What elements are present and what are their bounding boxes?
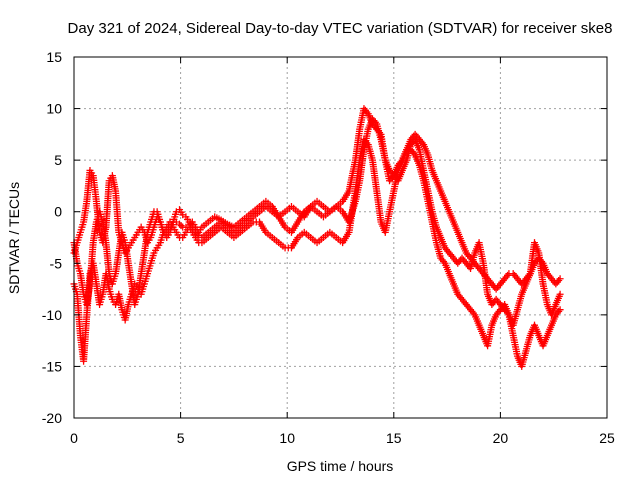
axis-ticks bbox=[73, 56, 608, 419]
y-axis-title: SDTVAR / TECUs bbox=[6, 182, 22, 294]
y-tick-label: -15 bbox=[42, 358, 62, 374]
y-tick-label: -20 bbox=[42, 410, 62, 426]
y-tick-label: -10 bbox=[42, 307, 62, 323]
x-axis-title: GPS time / hours bbox=[287, 458, 394, 474]
chart-title: Day 321 of 2024, Sidereal Day-to-day VTE… bbox=[68, 20, 613, 37]
x-tick-label: 25 bbox=[599, 430, 615, 446]
data-point-marker bbox=[176, 220, 184, 228]
y-tick-label: -5 bbox=[50, 255, 63, 271]
data-point-marker bbox=[556, 306, 564, 314]
y-tick-label: 15 bbox=[46, 49, 62, 65]
data-point-marker bbox=[177, 222, 185, 230]
data-marks bbox=[70, 105, 564, 370]
x-tick-label: 15 bbox=[386, 430, 402, 446]
data-point-marker bbox=[187, 220, 195, 228]
x-tick-label: 10 bbox=[279, 430, 295, 446]
x-tick-label: 0 bbox=[70, 430, 78, 446]
y-tick-label: 0 bbox=[54, 204, 62, 220]
x-tick-label: 5 bbox=[177, 430, 185, 446]
tick-labels: 0 5 10 15 20 25 -20 -15 -10 -5 0 5 10 15 bbox=[42, 49, 615, 446]
x-tick-label: 20 bbox=[493, 430, 509, 446]
data-point-marker bbox=[556, 290, 564, 298]
plot-frame bbox=[73, 56, 608, 419]
y-tick-label: 10 bbox=[46, 101, 62, 117]
data-point-marker bbox=[556, 275, 564, 283]
y-tick-label: 5 bbox=[54, 152, 62, 168]
